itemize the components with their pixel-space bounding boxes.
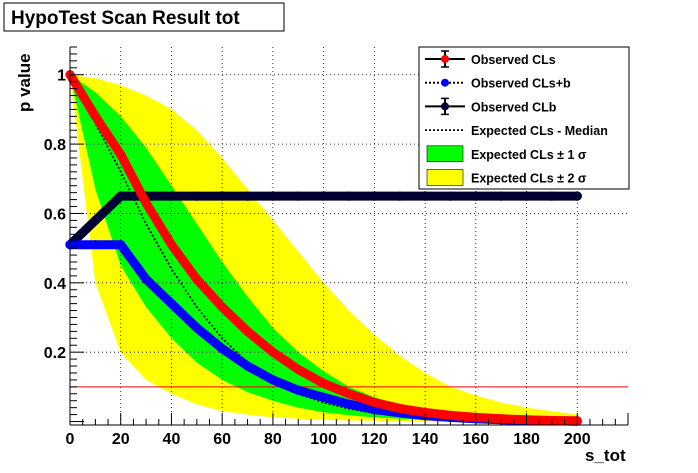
point-observed-cls bbox=[268, 347, 278, 357]
legend-entry-1-label: Observed CLs+b bbox=[471, 77, 571, 91]
point-observed-clb bbox=[217, 191, 227, 201]
point-observed-clb bbox=[192, 191, 202, 201]
band-1sigma bbox=[70, 74, 578, 422]
point-observed-cls bbox=[242, 326, 253, 336]
axes bbox=[69, 46, 629, 426]
point-observed-cls bbox=[90, 111, 100, 121]
x-tick-label: 80 bbox=[264, 431, 282, 448]
point-observed-cls bbox=[420, 407, 430, 418]
point-observed-cls bbox=[496, 414, 506, 424]
point-observed-cls bbox=[293, 364, 303, 375]
x-tick-label: 0 bbox=[66, 431, 75, 448]
point-observed-cls bbox=[445, 410, 456, 420]
point-observed-clb bbox=[268, 191, 278, 201]
point-observed-clsb bbox=[217, 344, 227, 354]
legend-entry-0-marker bbox=[441, 55, 449, 63]
x-tick-label: 60 bbox=[213, 431, 231, 448]
point-observed-clb bbox=[369, 191, 379, 201]
point-observed-clb bbox=[496, 191, 506, 201]
point-observed-clb bbox=[395, 191, 405, 201]
point-observed-clsb bbox=[242, 361, 253, 371]
y-axis-label: p value bbox=[15, 53, 34, 112]
point-observed-clb bbox=[242, 191, 253, 201]
x-tick-label: 40 bbox=[163, 431, 181, 448]
x-tick-label: 120 bbox=[361, 431, 388, 448]
y-tick-label: 0.8 bbox=[44, 137, 66, 154]
legend-entry-5-swatch bbox=[426, 169, 464, 186]
legend-entry-0-label: Observed CLs bbox=[471, 53, 556, 67]
legend-entry-3-label: Expected CLs - Median bbox=[471, 124, 608, 138]
tick-labels: 0 20 40 60 80 100 120 140 160 180 200 0.2 0.4 0.6 0.8 1 bbox=[44, 68, 591, 448]
point-observed-cls bbox=[166, 240, 177, 250]
point-observed-clsb bbox=[293, 385, 303, 395]
x-tick-label: 140 bbox=[412, 431, 439, 448]
point-observed-clb bbox=[420, 191, 430, 201]
point-observed-clsb bbox=[166, 299, 177, 309]
y-tick-label: 1 bbox=[57, 68, 66, 85]
point-observed-cls bbox=[116, 149, 126, 160]
point-observed-clb bbox=[90, 215, 100, 225]
point-observed-clb bbox=[319, 191, 329, 201]
point-observed-cls bbox=[395, 403, 405, 413]
point-observed-clb bbox=[293, 191, 303, 201]
point-observed-cls bbox=[319, 378, 329, 388]
point-observed-clb bbox=[547, 191, 557, 201]
x-tick-label: 100 bbox=[310, 431, 337, 448]
legend-entry-5-label: Expected CLs ± 2 σ bbox=[471, 172, 587, 186]
expected-bands bbox=[70, 74, 578, 422]
point-observed-clb bbox=[445, 191, 456, 201]
point-observed-clsb bbox=[319, 392, 329, 402]
title-box bbox=[3, 2, 285, 32]
point-observed-cls bbox=[217, 302, 227, 312]
point-observed-clb bbox=[521, 191, 532, 201]
point-observed-cls bbox=[344, 389, 354, 399]
y-tick-label: 0.2 bbox=[44, 345, 66, 362]
x-tick-label: 180 bbox=[513, 431, 540, 448]
legend-entry-1-marker bbox=[441, 78, 449, 87]
point-observed-clsb bbox=[192, 323, 202, 333]
x-tick-label: 200 bbox=[564, 431, 591, 448]
point-observed-clsb bbox=[116, 240, 126, 250]
point-observed-cls bbox=[192, 274, 202, 284]
point-observed-clb bbox=[572, 191, 582, 201]
point-observed-clb bbox=[166, 191, 177, 201]
series-layer bbox=[65, 70, 582, 426]
x-tick-label: 160 bbox=[462, 431, 489, 448]
point-observed-clsb bbox=[90, 240, 100, 250]
legend-entry-4-swatch bbox=[426, 145, 464, 163]
point-observed-clb bbox=[116, 191, 126, 201]
point-observed-clsb bbox=[141, 274, 151, 284]
y-tick-label: 0.6 bbox=[44, 206, 66, 223]
point-observed-cls bbox=[141, 198, 151, 208]
y-tick-label: 0.4 bbox=[44, 276, 66, 293]
legend-entry-2-marker bbox=[441, 102, 449, 111]
x-axis-label: s_tot bbox=[585, 446, 626, 465]
point-observed-clsb bbox=[268, 375, 278, 385]
point-observed-cls bbox=[369, 397, 379, 408]
point-observed-clb bbox=[471, 191, 481, 201]
legend-entry-2-label: Observed CLb bbox=[471, 100, 557, 114]
legend: Observed CLs Observed CLs+b Observed CLb Ex… bbox=[418, 46, 630, 190]
chart-title: HypoTest Scan Result tot bbox=[11, 8, 240, 29]
legend-box bbox=[418, 46, 630, 190]
point-observed-clb bbox=[344, 191, 354, 201]
legend-entry-4-label: Expected CLs ± 1 σ bbox=[471, 148, 587, 162]
point-observed-clsb bbox=[344, 399, 354, 409]
x-tick-label: 20 bbox=[112, 431, 130, 448]
